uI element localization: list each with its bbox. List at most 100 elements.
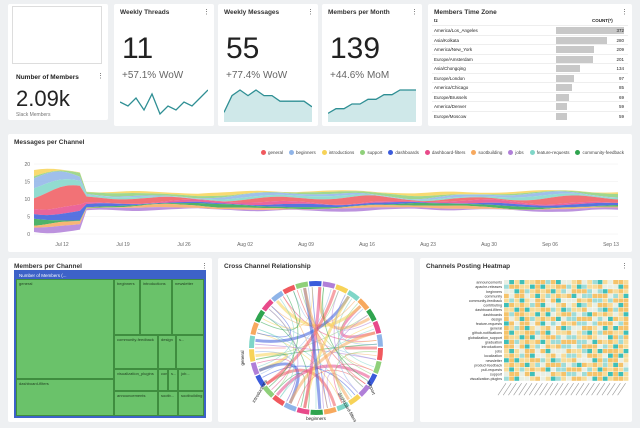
timezone-col-count[interactable]: COUNT(*) [592,18,613,23]
heatmap-cell[interactable] [561,316,566,321]
heatmap-cell[interactable] [592,303,598,308]
heatmap-cell[interactable] [592,326,598,331]
heatmap-cell[interactable] [504,280,509,285]
heatmap-cell[interactable] [587,289,592,294]
heatmap-cell[interactable] [509,293,514,298]
heatmap-cell[interactable] [597,339,603,344]
treemap-tile[interactable]: dashboard-filters [16,379,114,416]
heatmap-cell[interactable] [613,316,618,321]
heatmap-cell[interactable] [550,307,556,312]
heatmap-cell[interactable] [545,321,551,326]
heatmap-cell[interactable] [613,303,618,308]
heatmap-cell[interactable] [576,367,582,372]
chord-arc[interactable] [271,290,284,302]
heatmap-cell[interactable] [571,335,577,340]
heatmap-cell[interactable] [587,353,592,358]
heatmap-cell[interactable] [587,280,592,285]
heatmap-cell[interactable] [582,353,587,358]
heatmap-cell[interactable] [613,349,618,354]
heatmap-cell[interactable] [530,312,535,317]
heatmap-cell[interactable] [545,293,551,298]
heatmap-cell[interactable] [613,335,618,340]
heatmap-cell[interactable] [571,293,577,298]
heatmap-cell[interactable] [608,362,613,367]
heatmap-cell[interactable] [623,330,629,335]
chord-arc[interactable] [261,299,274,312]
heatmap-cell[interactable] [618,358,624,363]
heatmap-cell[interactable] [623,367,629,372]
heatmap-cell[interactable] [530,358,535,363]
heatmap-cell[interactable] [509,349,514,354]
heatmap-cell[interactable] [587,293,592,298]
treemap-tile[interactable]: sootbuilding [178,391,204,416]
heatmap-cell[interactable] [602,321,608,326]
heatmap-cell[interactable] [592,376,598,381]
heatmap-cell[interactable] [535,280,540,285]
stream-layer[interactable] [34,199,618,216]
heatmap-cell[interactable] [571,289,577,294]
treemap-tile[interactable]: s... [168,369,178,391]
heatmap-cell[interactable] [608,376,613,381]
heatmap-cell[interactable] [571,326,577,331]
legend-item[interactable]: beginners [289,150,316,155]
treemap-tile[interactable]: community-feedback [114,335,158,369]
stream-layer[interactable] [34,171,618,200]
heatmap-cell[interactable] [592,298,598,303]
heatmap-cell[interactable] [514,280,520,285]
heatmap-cell[interactable] [540,358,546,363]
heatmap-cell[interactable] [509,321,514,326]
heatmap-cell[interactable] [524,353,530,358]
heatmap-cell[interactable] [561,372,566,377]
heatmap-cell[interactable] [514,358,520,363]
heatmap-cell[interactable] [602,303,608,308]
heatmap-cell[interactable] [556,293,561,298]
heatmap-cell[interactable] [566,307,572,312]
heatmap-cell[interactable] [618,335,624,340]
chord-arc[interactable] [336,401,350,412]
heatmap-cell[interactable] [530,344,535,349]
treemap-tile[interactable]: s... [176,335,204,369]
heatmap-cell[interactable] [545,289,551,294]
heatmap-cell[interactable] [556,289,561,294]
heatmap-cell[interactable] [582,293,587,298]
heatmap-cell[interactable] [613,321,618,326]
heatmap-cell[interactable] [540,293,546,298]
heatmap-cell[interactable] [530,316,535,321]
heatmap-cell[interactable] [602,349,608,354]
heatmap-cell[interactable] [561,353,566,358]
heatmap-cell[interactable] [509,330,514,335]
heatmap-cell[interactable] [519,303,525,308]
heatmap-cell[interactable] [602,280,608,285]
heatmap-cell[interactable] [566,349,572,354]
chord-arc[interactable] [296,407,310,415]
heatmap-cell[interactable] [561,367,566,372]
heatmap-cell[interactable] [561,335,566,340]
heatmap-cell[interactable] [582,298,587,303]
heatmap-cell[interactable] [592,330,598,335]
heatmap-cell[interactable] [550,353,556,358]
heatmap-cell[interactable] [535,362,540,367]
heatmap-cell[interactable] [524,326,530,331]
heatmap-cell[interactable] [618,293,624,298]
heatmap-cell[interactable] [582,289,587,294]
heatmap-cell[interactable] [550,358,556,363]
chord-arc[interactable] [323,406,337,415]
heatmap-cell[interactable] [530,372,535,377]
heatmap-cell[interactable] [582,335,587,340]
heatmap-cell[interactable] [587,307,592,312]
heatmap-cell[interactable] [618,316,624,321]
heatmap-cell[interactable] [623,289,629,294]
heatmap-cell[interactable] [566,303,572,308]
heatmap-cell[interactable] [623,376,629,381]
heatmap-cell[interactable] [540,344,546,349]
heatmap-cell[interactable] [592,321,598,326]
heatmap-cell[interactable] [587,298,592,303]
heatmap-cell[interactable] [519,280,525,285]
heatmap-cell[interactable] [504,376,509,381]
heatmap-cell[interactable] [576,335,582,340]
heatmap-cell[interactable] [514,335,520,340]
heatmap-cell[interactable] [571,372,577,377]
heatmap-cell[interactable] [514,293,520,298]
heatmap-cell[interactable] [613,362,618,367]
chord-arc[interactable] [357,298,370,311]
